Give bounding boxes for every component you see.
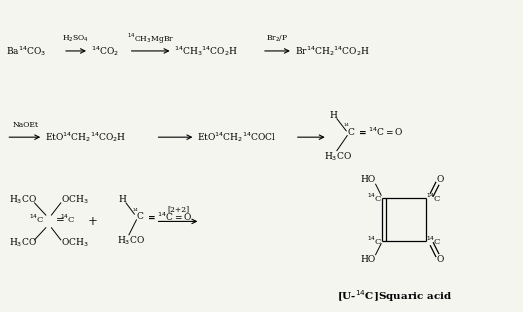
Text: O: O <box>436 175 444 184</box>
Text: Br$_2$/P: Br$_2$/P <box>266 34 289 44</box>
Text: C: C <box>136 212 143 221</box>
Text: +: + <box>88 215 98 228</box>
Text: H$_3$CO: H$_3$CO <box>9 237 37 250</box>
Text: $^{14}$CH$_3$MgBr: $^{14}$CH$_3$MgBr <box>127 32 174 46</box>
Text: NaOEt: NaOEt <box>12 121 38 129</box>
Text: EtO$^{14}$CH$_2$$^{14}$COCl: EtO$^{14}$CH$_2$$^{14}$COCl <box>197 130 276 144</box>
Text: EtO$^{14}$CH$_2$$^{14}$CO$_2$H: EtO$^{14}$CH$_2$$^{14}$CO$_2$H <box>45 130 127 144</box>
Text: C: C <box>347 128 354 137</box>
Text: H$_3$CO: H$_3$CO <box>117 235 145 247</box>
Text: [U-$^{14}$C]Squaric acid: [U-$^{14}$C]Squaric acid <box>337 288 452 304</box>
Text: H: H <box>329 111 337 120</box>
Text: OCH$_3$: OCH$_3$ <box>61 193 89 206</box>
Text: $^{14}$: $^{14}$ <box>132 207 139 212</box>
Text: H$_3$CO: H$_3$CO <box>9 193 37 206</box>
Text: $^{14}$C: $^{14}$C <box>367 192 382 204</box>
Text: $^{14}$C: $^{14}$C <box>426 235 442 247</box>
Text: [2+2]: [2+2] <box>167 206 189 213</box>
Text: $^{14}$CO$_2$: $^{14}$CO$_2$ <box>91 44 119 58</box>
Text: $=$: $=$ <box>53 214 65 223</box>
Text: $^{14}$CH$_3$$^{14}$CO$_2$H: $^{14}$CH$_3$$^{14}$CO$_2$H <box>175 44 238 58</box>
Text: OCH$_3$: OCH$_3$ <box>61 237 89 250</box>
Text: HO: HO <box>360 255 376 264</box>
Text: Ba$^{14}$CO$_3$: Ba$^{14}$CO$_3$ <box>6 44 47 58</box>
Text: $^{14}$C: $^{14}$C <box>60 212 76 225</box>
Text: $^{14}$: $^{14}$ <box>343 123 350 128</box>
Text: HO: HO <box>360 175 376 184</box>
Text: $^{14}$C: $^{14}$C <box>367 235 382 247</box>
Text: H$_3$CO: H$_3$CO <box>324 151 351 163</box>
Text: Br$^{14}$CH$_2$$^{14}$CO$_2$H: Br$^{14}$CH$_2$$^{14}$CO$_2$H <box>295 44 370 58</box>
Text: $^{14}$C: $^{14}$C <box>426 192 442 204</box>
Text: $\mathbf{=}$$^{14}$C$=$O: $\mathbf{=}$$^{14}$C$=$O <box>357 126 403 139</box>
Text: $\mathbf{=}$$^{14}$C$=$O: $\mathbf{=}$$^{14}$C$=$O <box>146 210 192 223</box>
Text: H: H <box>119 195 127 204</box>
Text: H$_2$SO$_4$: H$_2$SO$_4$ <box>62 34 89 44</box>
Text: $^{14}$C: $^{14}$C <box>29 212 45 225</box>
Text: O: O <box>436 255 444 264</box>
